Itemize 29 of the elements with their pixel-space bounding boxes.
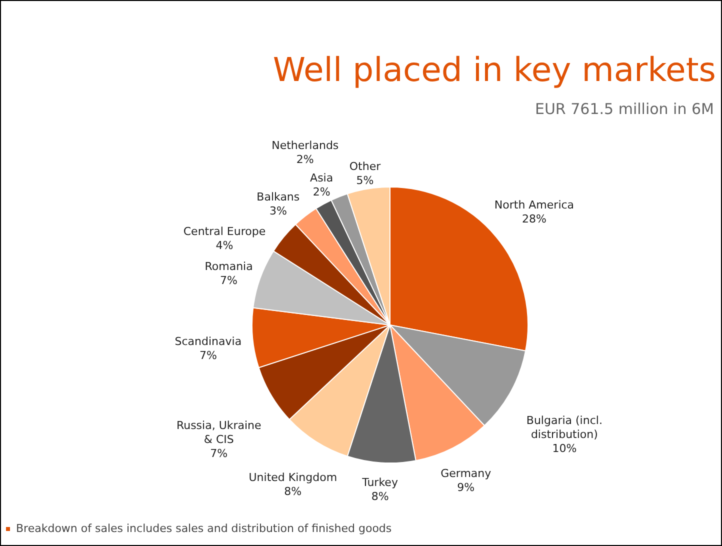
data-label: 7% bbox=[210, 447, 228, 460]
slice-label: Other bbox=[349, 160, 382, 174]
data-label: 9% bbox=[457, 480, 475, 494]
chart-subtitle: EUR 761.5 million in 6M bbox=[534, 100, 714, 118]
slice-label: Scandinavia bbox=[174, 335, 242, 348]
data-label: 4% bbox=[216, 239, 234, 252]
slice-label: Bulgaria (incl. distribution) bbox=[526, 414, 602, 441]
chart-title: Well placed in key markets bbox=[272, 50, 716, 89]
data-label: 2% bbox=[312, 186, 330, 199]
slice-label: Russia, Ukraine & CIS bbox=[176, 419, 262, 446]
data-label: 5% bbox=[356, 174, 374, 188]
data-label: 2% bbox=[296, 152, 314, 166]
data-label: 28% bbox=[522, 212, 546, 226]
slice-label: Turkey bbox=[361, 476, 398, 490]
slice-label: Romania bbox=[204, 260, 253, 273]
slice-label: United Kingdom bbox=[248, 471, 338, 484]
slice-label: North America bbox=[494, 198, 574, 212]
data-label: 10% bbox=[552, 442, 577, 455]
data-label: 3% bbox=[269, 204, 287, 218]
slice-label: Netherlands bbox=[272, 138, 339, 152]
data-label: 8% bbox=[284, 485, 302, 498]
data-label: 7% bbox=[220, 274, 238, 287]
text: Breakdown of sales includes sales and distribution of finished goods bbox=[15, 522, 392, 535]
data-label: 7% bbox=[199, 349, 217, 362]
data-label: 8% bbox=[371, 490, 389, 504]
slice-label: Germany bbox=[440, 466, 492, 480]
slice-label: Asia bbox=[310, 172, 334, 185]
slice-label: Central Europe bbox=[183, 225, 266, 238]
slice-label: Balkans bbox=[256, 190, 300, 204]
